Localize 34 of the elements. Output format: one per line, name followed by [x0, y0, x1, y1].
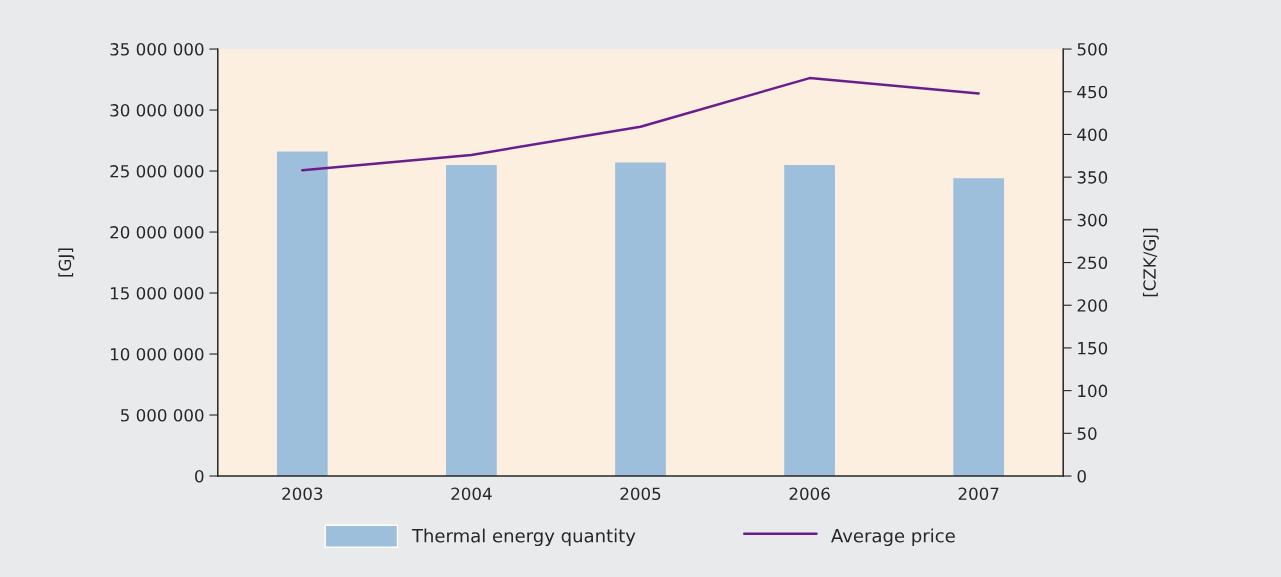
- y-tick-label: 25 000 000: [110, 165, 204, 178]
- legend-label: Average price: [831, 528, 955, 547]
- y-tick-label: 5 000 000: [121, 408, 204, 422]
- y2-tick-label: 0: [1077, 469, 1086, 483]
- y2-tick-label: 450: [1077, 85, 1108, 99]
- y-tick-label: 30 000 000: [110, 104, 204, 117]
- y2-tick-label: 400: [1077, 128, 1108, 142]
- y-tick-label: 10 000 000: [110, 347, 204, 361]
- x-tick-label: 2003: [282, 487, 323, 501]
- y-tick-label: 35 000 000: [110, 43, 204, 56]
- y2-tick-label: 250: [1077, 256, 1108, 270]
- bar: [953, 178, 1005, 477]
- y2-axis-title: [CZK/GJ]: [1142, 228, 1159, 297]
- y-axis-title: [GJ]: [58, 248, 75, 277]
- y2-tick-label: 500: [1077, 43, 1108, 56]
- x-tick-label: 2007: [958, 487, 999, 501]
- y2-tick-label: 300: [1077, 213, 1108, 227]
- x-tick-label: 2004: [451, 487, 492, 501]
- y2-tick-label: 200: [1077, 299, 1108, 312]
- y2-tick-label: 100: [1078, 384, 1108, 398]
- y-tick-label: 15 000 000: [110, 287, 204, 300]
- bar: [446, 164, 497, 477]
- y2-tick-label: 150: [1078, 341, 1108, 355]
- y-tick-label: 0: [195, 469, 204, 483]
- y-tick-label: 20 000 000: [110, 226, 204, 239]
- x-tick-label: 2005: [620, 487, 661, 501]
- y2-tick-label: 350: [1077, 171, 1108, 184]
- bar: [784, 164, 835, 477]
- line-series: [301, 76, 980, 172]
- x-tick-label: 2006: [789, 487, 830, 501]
- bar: [615, 162, 666, 477]
- y2-tick-label: 50: [1077, 427, 1097, 440]
- bar: [276, 151, 328, 477]
- legend-label: Thermal energy quantity: [411, 528, 636, 547]
